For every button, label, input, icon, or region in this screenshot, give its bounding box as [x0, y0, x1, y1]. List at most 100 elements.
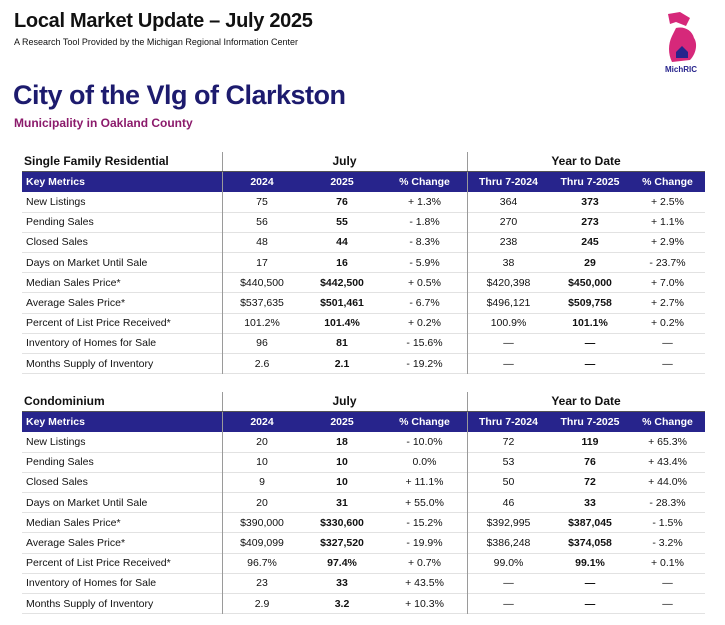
- row-line: [22, 613, 705, 615]
- metric-label: New Listings: [26, 436, 86, 448]
- metric-label: Average Sales Price*: [26, 297, 126, 309]
- header-rule: [22, 411, 705, 412]
- metric-value: —: [503, 577, 514, 590]
- metric-value: 99.1%: [575, 557, 605, 570]
- row-line: [22, 451, 705, 453]
- metric-value: 101.1%: [572, 317, 608, 330]
- metric-value: 245: [581, 236, 599, 249]
- metric-value: + 44.0%: [648, 476, 687, 489]
- metric-value: + 2.9%: [651, 236, 684, 249]
- metric-value: 48: [256, 236, 268, 249]
- metric-value: 18: [336, 436, 348, 448]
- metric-value: 96.7%: [247, 557, 277, 570]
- metric-value: —: [503, 357, 514, 370]
- metric-value: 72: [502, 436, 515, 448]
- metric-value: $327,520: [320, 537, 364, 549]
- metric-value: $409,099: [240, 537, 284, 549]
- metric-value: 81: [336, 337, 348, 350]
- metric-value: $501,461: [320, 297, 364, 309]
- row-line: [22, 272, 705, 274]
- row-line: [22, 471, 705, 473]
- metric-value: 76: [584, 456, 596, 469]
- metric-label: Median Sales Price*: [26, 516, 121, 529]
- metric-value: 373: [581, 196, 599, 208]
- row-line: [22, 532, 705, 534]
- column-header: Thru 7-2024: [467, 412, 550, 432]
- column-header: 2024: [222, 412, 302, 432]
- metric-value: 273: [581, 216, 599, 229]
- metric-value: - 5.9%: [409, 256, 440, 269]
- metric-value: + 1.3%: [408, 196, 441, 208]
- metric-value: 75: [256, 196, 268, 208]
- metric-value: 56: [256, 216, 268, 229]
- metric-value: 100.9%: [490, 317, 527, 330]
- group-header: Year to Date: [551, 394, 621, 408]
- metric-value: + 1.1%: [651, 216, 684, 229]
- metric-value: $387,045: [568, 516, 612, 529]
- metric-value: —: [584, 357, 596, 370]
- logo-house: [676, 46, 688, 58]
- metric-value: 364: [499, 196, 518, 208]
- row-line: [22, 552, 705, 554]
- metric-value: 33: [584, 496, 596, 509]
- metric-value: $537,635: [240, 297, 284, 309]
- metric-value: - 8.3%: [409, 236, 440, 249]
- metric-value: $386,248: [486, 537, 531, 549]
- metric-value: - 3.2%: [652, 537, 683, 549]
- metric-value: 10: [256, 456, 268, 469]
- metric-value: + 2.7%: [651, 297, 684, 309]
- metric-value: $374,058: [568, 537, 612, 549]
- column-separator: [467, 152, 468, 374]
- metric-value: - 19.2%: [406, 357, 443, 370]
- metric-value: $390,000: [240, 516, 284, 529]
- metric-value: + 43.5%: [405, 577, 444, 590]
- metric-value: 16: [336, 256, 348, 269]
- metric-value: 38: [502, 256, 515, 269]
- row-line: [22, 312, 705, 314]
- metric-value: 101.4%: [324, 317, 360, 330]
- metric-value: —: [662, 597, 673, 610]
- metric-value: —: [662, 577, 673, 590]
- section-title: Condominium: [24, 394, 105, 408]
- metric-value: 101.2%: [244, 317, 280, 330]
- metric-value: 17: [256, 256, 268, 269]
- metric-value: 46: [502, 496, 515, 509]
- metric-value: 2.6: [254, 357, 270, 370]
- group-header: July: [332, 154, 357, 168]
- header-rule: [22, 171, 705, 172]
- metric-value: —: [662, 337, 673, 350]
- metric-value: 23: [256, 577, 268, 590]
- column-header: 2025: [302, 172, 382, 192]
- location-subtitle: Municipality in Oakland County: [14, 116, 193, 130]
- metric-value: - 6.7%: [409, 297, 440, 309]
- row-line: [22, 251, 705, 253]
- metric-value: - 28.3%: [649, 496, 686, 509]
- metric-value: 99.0%: [493, 557, 524, 570]
- column-separator: [467, 392, 468, 614]
- metric-value: 2.9: [254, 597, 270, 610]
- column-header: Key Metrics: [26, 412, 222, 432]
- metric-value: 50: [502, 476, 515, 489]
- metric-value: 33: [336, 577, 348, 590]
- metric-value: $450,000: [568, 276, 612, 289]
- metric-value: $392,995: [486, 516, 531, 529]
- section-title: Single Family Residential: [24, 154, 169, 168]
- metric-label: Percent of List Price Received*: [26, 317, 171, 330]
- metric-label: Closed Sales: [26, 236, 88, 249]
- metric-value: —: [584, 577, 596, 590]
- metric-value: $442,500: [320, 276, 364, 289]
- metric-value: - 19.9%: [406, 537, 443, 549]
- row-line: [22, 592, 705, 594]
- column-header: Thru 7-2025: [550, 172, 630, 192]
- metric-label: Days on Market Until Sale: [26, 496, 148, 509]
- metric-label: Months Supply of Inventory: [26, 357, 154, 370]
- metric-value: - 15.6%: [406, 337, 443, 350]
- metric-label: Pending Sales: [26, 216, 94, 229]
- column-header: 2025: [302, 412, 382, 432]
- column-separator: [222, 152, 223, 374]
- metric-label: Median Sales Price*: [26, 276, 121, 289]
- group-header: July: [332, 394, 357, 408]
- metric-value: 76: [336, 196, 348, 208]
- metric-value: 72: [584, 476, 596, 489]
- metric-label: New Listings: [26, 196, 86, 208]
